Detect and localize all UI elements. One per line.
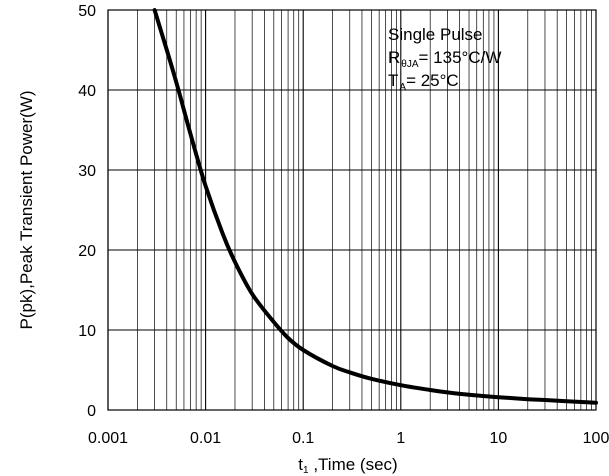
y-tick-label: 50 [78, 3, 96, 20]
annotation-r-rest: = 135°C/W [419, 48, 502, 67]
annotation-single-pulse: Single Pulse [388, 25, 483, 44]
x-tick-label: 0.01 [190, 430, 221, 447]
y-tick-label: 40 [78, 83, 96, 100]
y-tick-label: 20 [78, 243, 96, 260]
annotation-ambient-temp: TA= 25°C [388, 71, 459, 93]
annotation-r-main: R [388, 48, 400, 67]
x-tick-label: 1 [396, 430, 405, 447]
plot-frame [107, 9, 597, 411]
x-tick-label: 0.1 [292, 430, 314, 447]
annotation-thermal-resistance: RθJA= 135°C/W [388, 48, 501, 70]
x-tick-label: 0.001 [88, 430, 128, 447]
x-axis-title-main: t [298, 455, 303, 474]
annotation-t-sub: A [399, 82, 406, 93]
y-tick-label: 30 [78, 163, 96, 180]
tick-labels: 0.001 0.01 0.1 1 10 100 0 10 20 30 40 50 [78, 3, 609, 447]
annotation-t-rest: = 25°C [406, 71, 459, 90]
x-tick-label: 100 [583, 430, 609, 447]
annotation-t-main: T [388, 71, 398, 90]
y-axis-title: P(pk),Peak Transient Power(W) [17, 90, 36, 329]
y-tick-label: 10 [78, 323, 96, 340]
grid [107, 9, 596, 411]
x-axis-title-rest: ,Time (sec) [309, 455, 398, 474]
series-line [152, 8, 598, 405]
annotation-r-sub: θJA [401, 59, 419, 70]
y-tick-label: 0 [87, 403, 96, 420]
x-axis-title-sub: 1 [303, 465, 309, 476]
x-tick-label: 10 [490, 430, 508, 447]
x-axis-title: t1 ,Time (sec) [298, 455, 397, 476]
